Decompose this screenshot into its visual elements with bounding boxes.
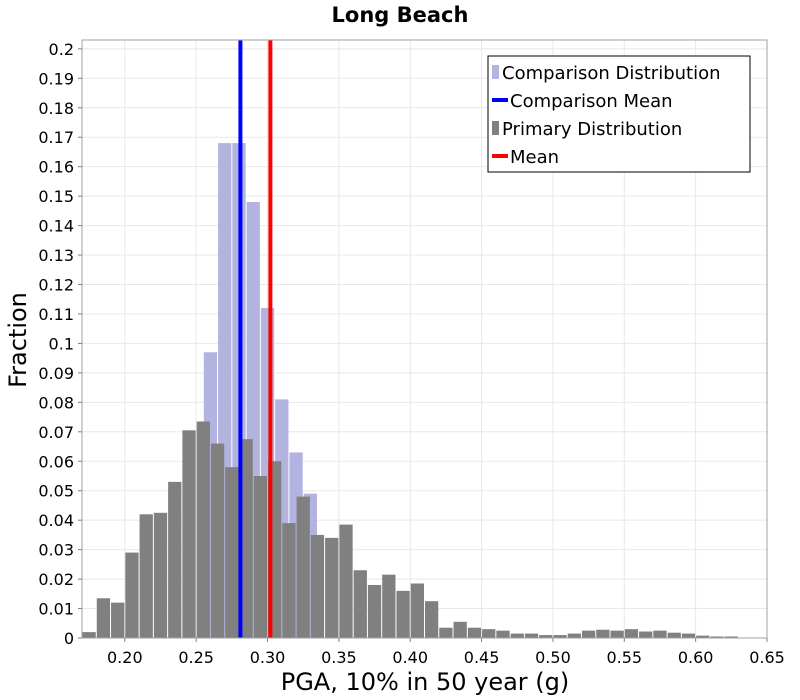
primary-bar <box>581 630 596 638</box>
primary-bars <box>82 421 738 638</box>
y-tick-label: 0.14 <box>38 217 74 236</box>
primary-bar <box>139 514 153 638</box>
y-axis-title: Fraction <box>4 292 32 388</box>
y-tick-label: 0.18 <box>38 99 74 118</box>
primary-bar <box>353 570 367 638</box>
x-tick-label: 0.25 <box>178 648 214 667</box>
primary-bar <box>339 524 353 638</box>
x-tick-label: 0.30 <box>250 648 286 667</box>
primary-bar <box>210 443 225 638</box>
primary-bar <box>96 598 111 638</box>
x-axis-ticks: 0.20 0.25 0.30 0.35 0.40 0.45 0.50 0.55 0.60 0.65 <box>107 638 785 667</box>
primary-bar <box>410 583 424 638</box>
primary-bar <box>567 633 581 638</box>
primary-bar <box>310 534 325 638</box>
y-tick-label: 0.07 <box>38 423 74 442</box>
primary-bar <box>125 552 139 638</box>
y-tick-label: 0 <box>64 629 74 648</box>
y-tick-label: 0.01 <box>38 600 74 619</box>
legend-label: Primary Distribution <box>502 119 682 140</box>
mean-lines <box>238 40 273 638</box>
legend-label: Comparison Mean <box>510 91 673 112</box>
primary-bar <box>553 635 567 638</box>
primary-bar <box>439 627 453 638</box>
y-tick-label: 0.08 <box>38 393 74 412</box>
primary-bar <box>168 481 182 638</box>
primary-bar <box>153 512 168 638</box>
primary-bar <box>482 629 496 638</box>
primary-bar <box>639 631 653 638</box>
primary-bar <box>182 430 196 638</box>
primary-bar <box>539 635 553 638</box>
x-tick-label: 0.20 <box>107 648 143 667</box>
primary-bar <box>596 629 610 638</box>
x-tick-label: 0.65 <box>749 648 785 667</box>
y-tick-label: 0.03 <box>38 541 74 560</box>
primary-bar <box>467 627 482 638</box>
y-tick-label: 0.19 <box>38 69 74 88</box>
primary-bar <box>282 523 296 638</box>
legend-label: Comparison Distribution <box>502 63 721 84</box>
primary-bar <box>253 475 268 638</box>
y-tick-label: 0.09 <box>38 364 74 383</box>
y-axis-ticks: 0 0.01 0.02 0.03 0.04 0.05 0.06 0.07 0.08 0.09 0.1… <box>38 40 82 648</box>
y-tick-label: 0.15 <box>38 187 74 206</box>
primary-bar <box>681 633 696 638</box>
x-tick-label: 0.35 <box>321 648 357 667</box>
x-tick-label: 0.50 <box>535 648 571 667</box>
primary-bar <box>82 632 96 638</box>
primary-bar <box>225 467 239 638</box>
primary-bar <box>111 602 125 638</box>
primary-bar <box>367 584 382 638</box>
x-tick-label: 0.55 <box>606 648 642 667</box>
chart-title: Long Beach <box>332 3 469 27</box>
x-tick-label: 0.40 <box>392 648 428 667</box>
legend-label: Mean <box>510 147 559 168</box>
primary-bar <box>724 636 738 638</box>
x-tick-label: 0.45 <box>464 648 500 667</box>
legend-bar-swatch <box>492 121 499 135</box>
legend: Comparison Distribution Comparison Mean Pr… <box>487 55 751 173</box>
primary-bar <box>667 632 681 638</box>
y-tick-label: 0.13 <box>38 246 74 265</box>
primary-bar <box>653 630 667 638</box>
primary-bar <box>710 636 724 638</box>
y-tick-label: 0.2 <box>49 40 74 59</box>
y-tick-label: 0.11 <box>38 305 74 324</box>
x-axis-title: PGA, 10% in 50 year (g) <box>281 668 570 696</box>
primary-bar <box>325 537 339 638</box>
legend-bar-swatch <box>492 65 499 79</box>
x-tick-label: 0.60 <box>678 648 714 667</box>
primary-bar <box>624 629 639 638</box>
primary-bar <box>453 621 467 638</box>
primary-bar <box>510 633 524 638</box>
primary-bar <box>524 633 539 638</box>
primary-bar <box>696 635 710 638</box>
y-tick-label: 0.04 <box>38 511 74 530</box>
y-tick-label: 0.05 <box>38 482 74 501</box>
y-tick-label: 0.16 <box>38 158 74 177</box>
primary-bar <box>425 601 439 638</box>
legend-box <box>487 55 751 173</box>
primary-bar <box>396 590 410 638</box>
primary-bar <box>610 630 624 638</box>
primary-bar <box>382 574 396 638</box>
y-tick-label: 0.17 <box>38 128 74 147</box>
primary-bar <box>296 496 310 638</box>
primary-bar <box>496 630 510 638</box>
y-tick-label: 0.06 <box>38 452 74 471</box>
y-tick-label: 0.1 <box>49 334 74 353</box>
primary-bar <box>196 421 210 638</box>
y-tick-label: 0.02 <box>38 570 74 589</box>
primary-bar <box>239 439 253 638</box>
grid <box>82 40 768 639</box>
y-tick-label: 0.12 <box>38 276 74 295</box>
plot-frame <box>81 39 768 639</box>
